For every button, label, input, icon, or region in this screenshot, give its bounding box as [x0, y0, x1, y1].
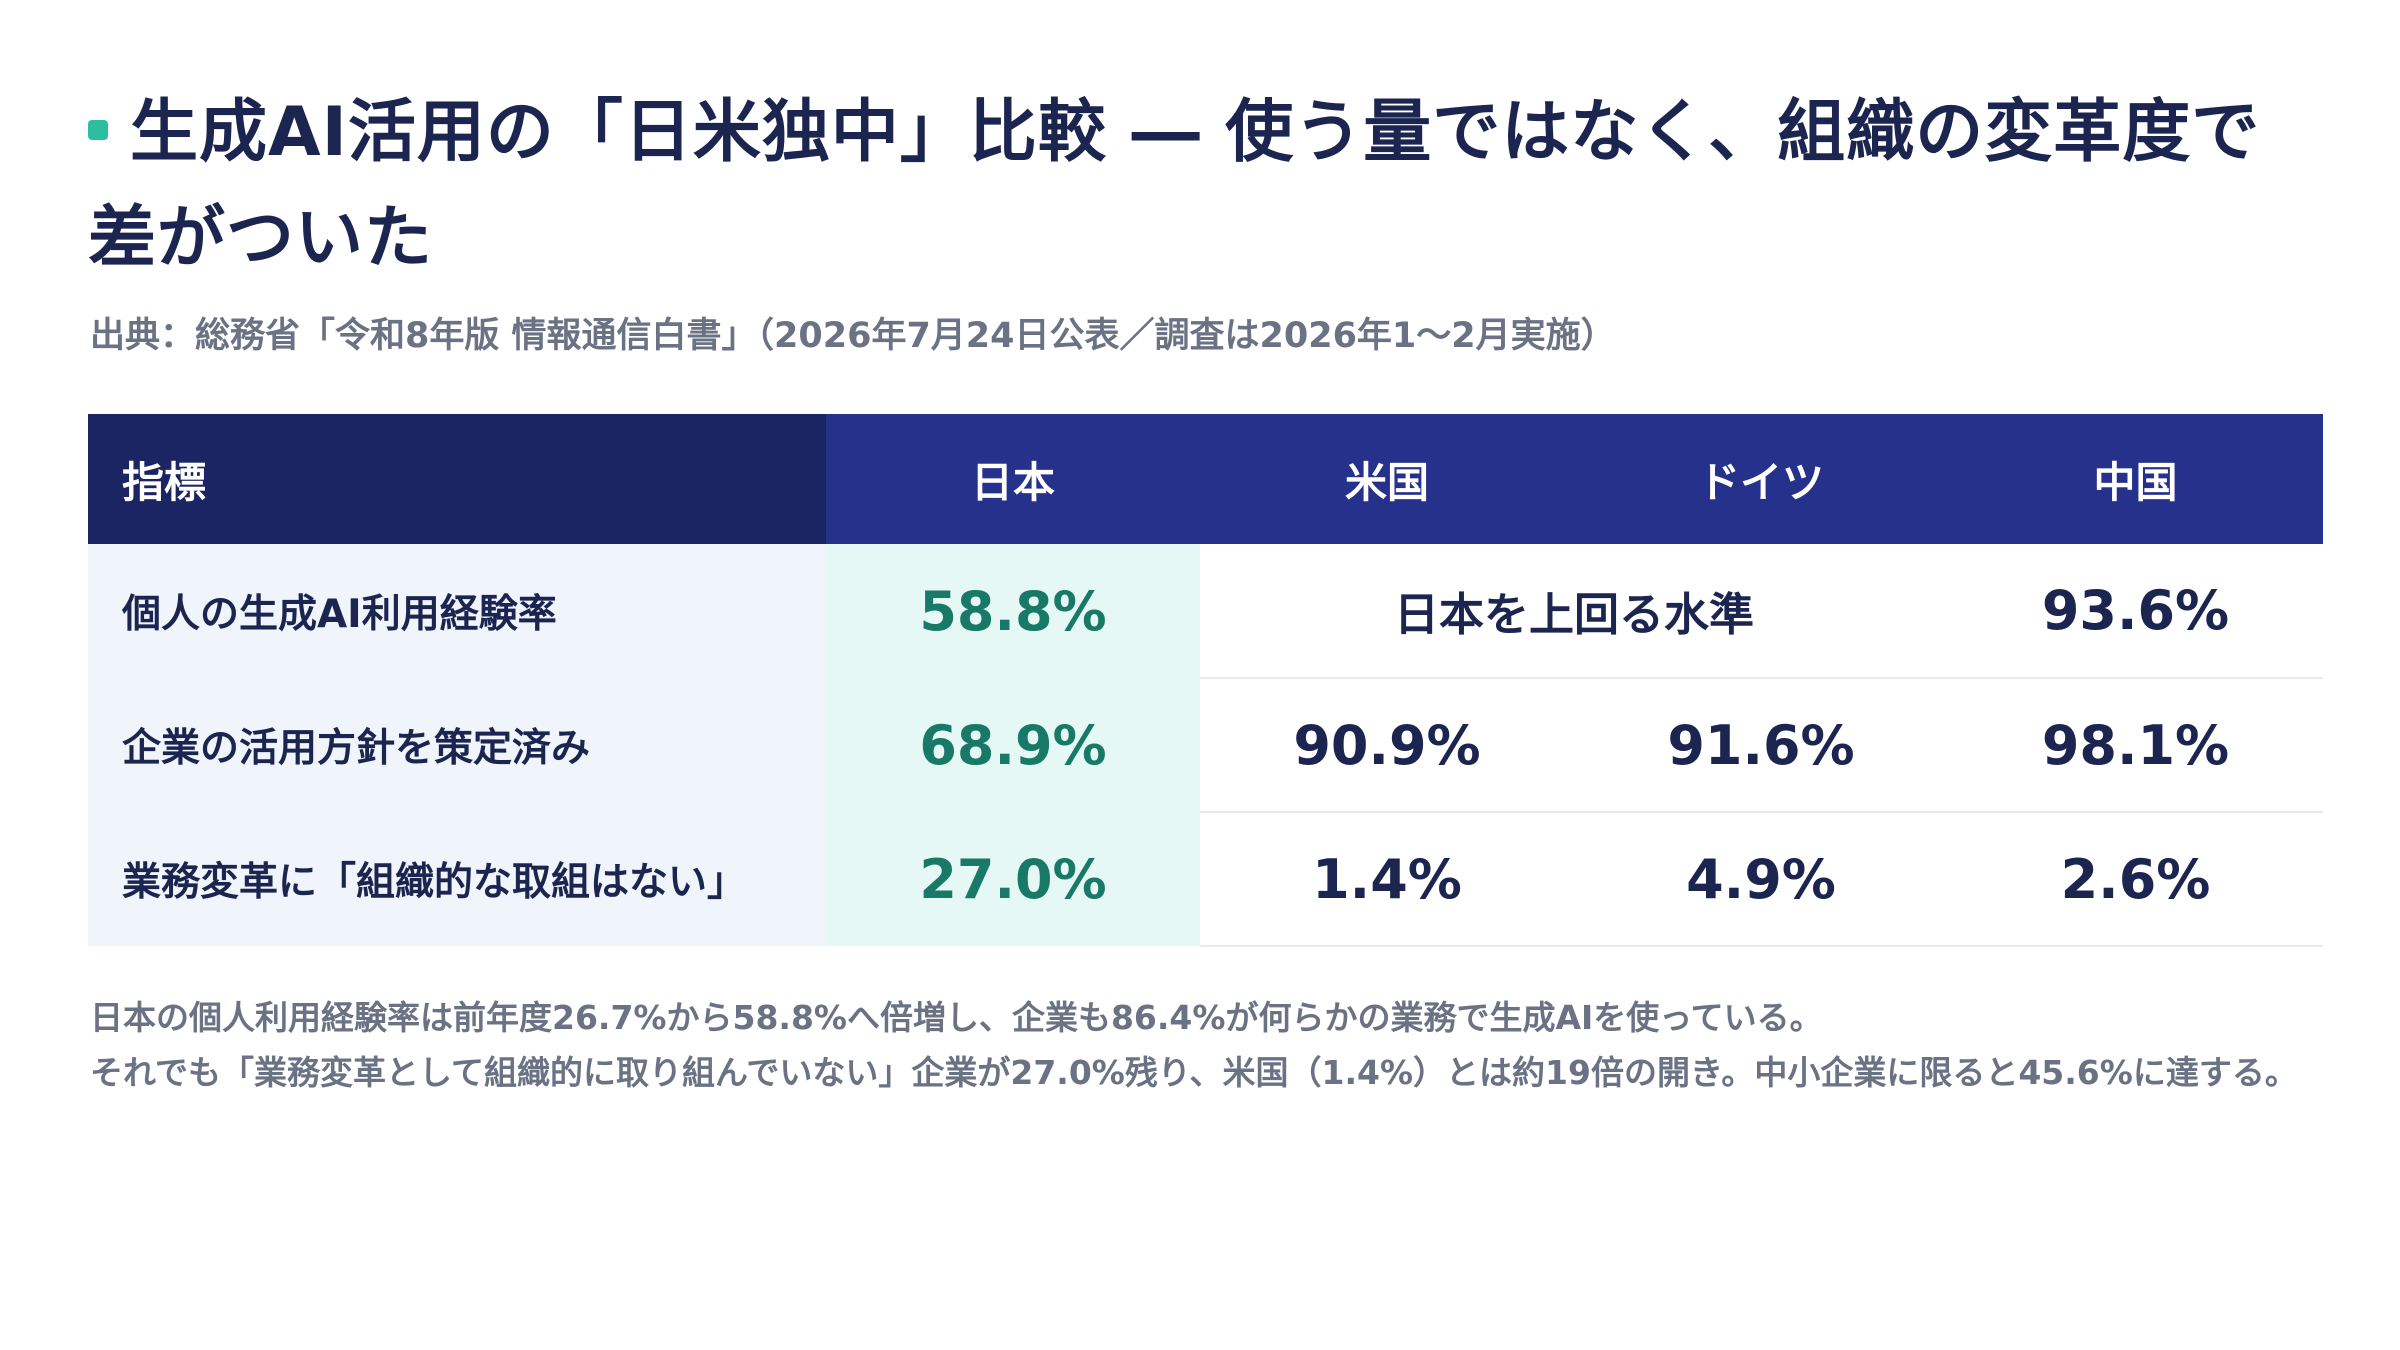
japan-value: 27.0% — [826, 812, 1200, 946]
table-row-personal-usage: 個人の生成AI利用経験率 58.8% 日本を上回る水準 93.6% — [88, 544, 2323, 679]
page-title-text: 生成AI活用の「日米独中」比較 ― 使う量ではなく、組織の変革度で差がついた — [88, 93, 2261, 278]
comparison-table: 指標 日本 米国 ドイツ 中国 個人の生成AI利用経験率 58.8% 日本を上回… — [88, 414, 2323, 947]
source-citation: 出典：総務省「令和8年版 情報通信白書」（2026年7月24日公表／調査は202… — [90, 316, 1616, 356]
footnote: 日本の個人利用経験率は前年度26.7%から58.8%へ倍増し、企業も86.4%が… — [90, 990, 2320, 1100]
us-value: 90.9% — [1200, 678, 1574, 813]
metric-label: 業務変革に「組織的な取組はない」 — [88, 812, 826, 946]
footnote-line-1: 日本の個人利用経験率は前年度26.7%から58.8%へ倍増し、企業も86.4%が… — [90, 998, 1823, 1037]
column-header-japan: 日本 — [826, 414, 1200, 544]
table-header-row: 指標 日本 米国 ドイツ 中国 — [88, 414, 2323, 544]
metric-label: 個人の生成AI利用経験率 — [88, 544, 826, 678]
germany-value: 4.9% — [1574, 812, 1948, 947]
title-marker — [88, 120, 108, 141]
column-header-germany: ドイツ — [1574, 414, 1948, 544]
us-germany-merged-value: 日本を上回る水準 — [1200, 544, 1948, 679]
column-header-china: 中国 — [1948, 414, 2323, 544]
footnote-line-2: それでも「業務変革として組織的に取り組んでいない」企業が27.0%残り、米国（1… — [90, 1053, 2298, 1092]
us-value: 1.4% — [1200, 812, 1574, 947]
china-value: 2.6% — [1948, 812, 2323, 947]
china-value: 98.1% — [1948, 678, 2323, 813]
japan-value: 58.8% — [826, 544, 1200, 678]
column-header-metric: 指標 — [88, 414, 826, 544]
table-row-policy: 企業の活用方針を策定済み 68.9% 90.9% 91.6% 98.1% — [88, 678, 2323, 813]
germany-value: 91.6% — [1574, 678, 1948, 813]
table-row-no-transformation: 業務変革に「組織的な取組はない」 27.0% 1.4% 4.9% 2.6% — [88, 812, 2323, 947]
japan-value: 68.9% — [826, 678, 1200, 812]
column-header-us: 米国 — [1200, 414, 1574, 544]
china-value: 93.6% — [1948, 544, 2323, 679]
page-title: 生成AI活用の「日米独中」比較 ― 使う量ではなく、組織の変革度で差がついた — [88, 80, 2328, 292]
metric-label: 企業の活用方針を策定済み — [88, 678, 826, 812]
